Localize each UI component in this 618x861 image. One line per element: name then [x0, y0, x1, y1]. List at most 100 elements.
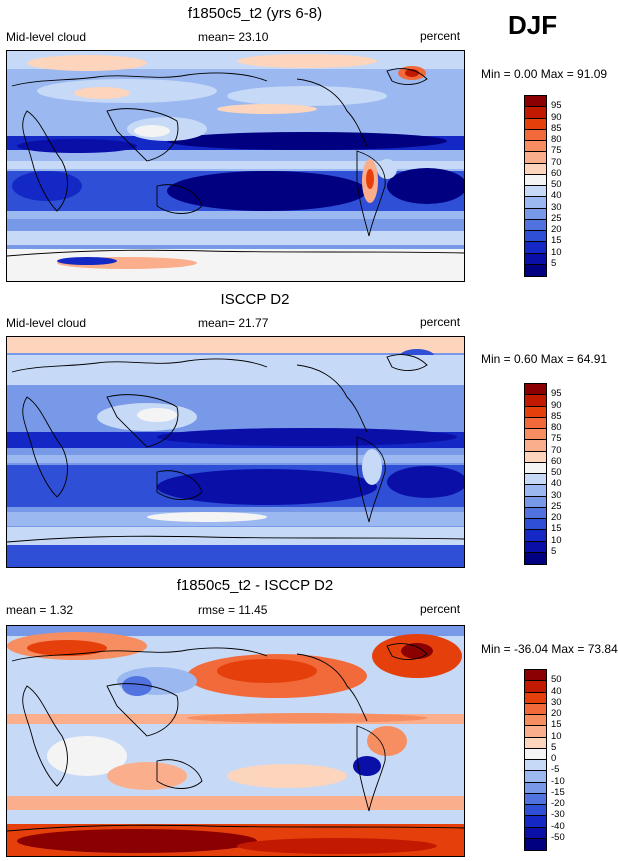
- panel3-minmax: Min = -36.04 Max = 73.84: [481, 642, 618, 656]
- colorbar-swatch: [525, 208, 546, 220]
- panel2-colorbar-labels: 95 90 85 80 75 70 60 50 40 30 25 20 15 10 5: [551, 383, 581, 563]
- colorbar-label: 60: [551, 455, 562, 467]
- colorbar-label: -30: [551, 809, 565, 821]
- colorbar-label: 5: [551, 741, 557, 753]
- colorbar-label: 50: [551, 674, 562, 686]
- colorbar-swatch: [525, 681, 546, 693]
- colorbar-swatch: [525, 715, 546, 727]
- panel2-title: ISCCP D2: [220, 291, 290, 308]
- colorbar-swatch: [525, 451, 546, 463]
- colorbar-label: 80: [551, 134, 562, 145]
- panel2-colorbar: [524, 383, 547, 565]
- colorbar-swatch: [525, 838, 546, 850]
- colorbar-swatch: [525, 231, 546, 243]
- colorbar-label: 25: [551, 500, 562, 512]
- colorbar-swatch: [525, 219, 546, 231]
- colorbar-label: 10: [551, 730, 562, 742]
- panel2-units-label: percent: [420, 315, 461, 329]
- colorbar-swatch: [525, 384, 546, 396]
- colorbar-swatch: [525, 417, 546, 429]
- colorbar-label: 75: [551, 145, 562, 157]
- colorbar-swatch: [525, 793, 546, 805]
- panel1-colorbar: [524, 95, 547, 277]
- panel1-minmax: Min = 0.00 Max = 91.09: [481, 67, 608, 81]
- colorbar-label: 75: [551, 433, 562, 445]
- colorbar-swatch: [525, 107, 546, 119]
- colorbar-label: 70: [551, 444, 562, 456]
- colorbar-swatch: [525, 816, 546, 828]
- colorbar-label: -10: [551, 775, 565, 787]
- colorbar-swatch: [525, 748, 546, 760]
- colorbar-label: 25: [551, 212, 562, 224]
- colorbar-swatch: [525, 395, 546, 407]
- colorbar-label: 50: [551, 467, 562, 478]
- colorbar-swatch: [525, 242, 546, 254]
- colorbar-swatch: [525, 163, 546, 175]
- colorbar-swatch: [525, 406, 546, 418]
- panel3-colorbar-labels: 50 40 30 20 15 10 5 0 -5 -10 -15 -20 -30 -40 -50: [551, 669, 581, 849]
- panel1-variable-label: Mid-level cloud: [6, 30, 87, 44]
- colorbar-label: 30: [551, 201, 562, 213]
- panel2-map: [6, 336, 465, 568]
- colorbar-label: 40: [551, 685, 562, 697]
- colorbar-label: 20: [551, 708, 562, 719]
- colorbar-swatch: [525, 827, 546, 839]
- panel1-map: [6, 50, 465, 282]
- panel2-mean-label: mean= 21.77: [198, 316, 269, 330]
- colorbar-label: -50: [551, 831, 565, 843]
- colorbar-swatch: [525, 174, 546, 186]
- colorbar-swatch: [525, 496, 546, 508]
- colorbar-label: 85: [551, 122, 562, 134]
- colorbar-label: 0: [551, 753, 557, 764]
- colorbar-label: 90: [551, 399, 562, 411]
- colorbar-swatch: [525, 670, 546, 682]
- colorbar-label: 70: [551, 156, 562, 168]
- colorbar-swatch: [525, 726, 546, 738]
- colorbar-swatch: [525, 186, 546, 198]
- colorbar-label: 10: [551, 534, 562, 546]
- colorbar-swatch: [525, 152, 546, 164]
- colorbar-label: 5: [551, 257, 557, 269]
- colorbar-swatch: [525, 253, 546, 265]
- colorbar-label: 20: [551, 224, 562, 235]
- colorbar-swatch: [525, 264, 546, 276]
- colorbar-label: 85: [551, 410, 562, 422]
- colorbar-swatch: [525, 760, 546, 772]
- colorbar-label: 20: [551, 512, 562, 523]
- colorbar-label: 40: [551, 478, 562, 490]
- colorbar-swatch: [525, 703, 546, 715]
- colorbar-swatch: [525, 737, 546, 749]
- colorbar-label: -20: [551, 798, 565, 809]
- colorbar-swatch: [525, 141, 546, 153]
- panel3-mean-label: mean = 1.32: [6, 603, 74, 617]
- panel3-title: f1850c5_t2 - ISCCP D2: [176, 577, 334, 594]
- panel3-units-label: percent: [420, 602, 461, 616]
- colorbar-swatch: [525, 96, 546, 108]
- panel1-units-label: percent: [420, 29, 461, 43]
- colorbar-label: -15: [551, 786, 565, 798]
- colorbar-swatch: [525, 118, 546, 130]
- colorbar-label: 95: [551, 388, 562, 400]
- colorbar-swatch: [525, 552, 546, 564]
- panel2-variable-label: Mid-level cloud: [6, 316, 87, 330]
- colorbar-label: 30: [551, 489, 562, 501]
- colorbar-label: 30: [551, 696, 562, 708]
- colorbar-swatch: [525, 507, 546, 519]
- colorbar-label: -5: [551, 764, 560, 776]
- colorbar-swatch: [525, 782, 546, 794]
- colorbar-swatch: [525, 771, 546, 783]
- panel3-colorbar: [524, 669, 547, 851]
- colorbar-label: 15: [551, 235, 562, 247]
- colorbar-label: 15: [551, 719, 562, 731]
- panel3-rmse-label: rmse = 11.45: [198, 603, 268, 617]
- panel1-title: f1850c5_t2 (yrs 6-8): [187, 5, 323, 22]
- colorbar-swatch: [525, 519, 546, 531]
- panel1-colorbar-labels: 95 90 85 80 75 70 60 50 40 30 25 20 15 10 5: [551, 95, 581, 275]
- colorbar-swatch: [525, 474, 546, 486]
- colorbar-label: 10: [551, 246, 562, 258]
- colorbar-swatch: [525, 530, 546, 542]
- colorbar-swatch: [525, 462, 546, 474]
- panel1-mean-label: mean= 23.10: [198, 30, 269, 44]
- colorbar-swatch: [525, 541, 546, 553]
- colorbar-swatch: [525, 692, 546, 704]
